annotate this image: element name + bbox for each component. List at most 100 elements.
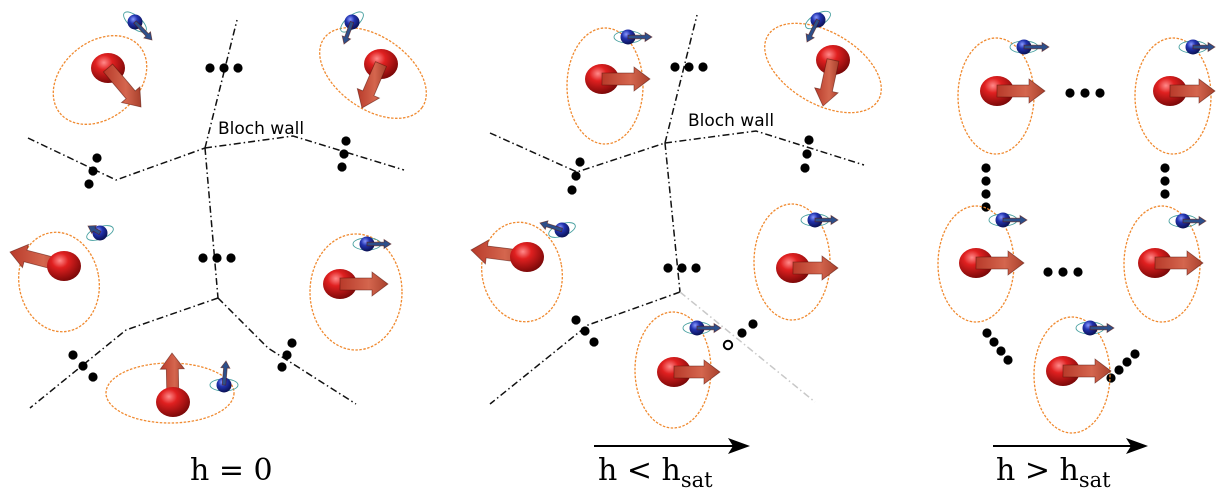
small-spin-arrow-icon bbox=[220, 360, 231, 386]
ellipsis-dot bbox=[1160, 176, 1170, 186]
precession-orbit-icon bbox=[566, 27, 644, 145]
ellipsis-dot bbox=[337, 162, 347, 172]
ellipsis-dot bbox=[580, 326, 590, 336]
bloch-wall bbox=[489, 291, 681, 405]
ellipsis-dot bbox=[589, 337, 599, 347]
spin-arrow-icon bbox=[792, 255, 839, 281]
ellipsis-dot bbox=[1122, 357, 1132, 367]
ellipsis-dot bbox=[1114, 365, 1124, 375]
precession-orbit-icon bbox=[1033, 316, 1111, 434]
ellipsis-dot bbox=[84, 179, 94, 189]
ellipsis-dot bbox=[981, 189, 991, 199]
precession-orbit-icon bbox=[319, 27, 427, 119]
ellipsis-dot bbox=[567, 185, 577, 195]
spin-domain bbox=[957, 37, 1050, 155]
spin-arrow-icon bbox=[1169, 78, 1216, 104]
spin-arrow-icon bbox=[1154, 250, 1204, 276]
ellipsis-dot bbox=[996, 346, 1006, 356]
ellipsis-dot bbox=[1160, 163, 1170, 173]
small-spin-arrow-icon bbox=[1002, 214, 1028, 226]
spin-domain bbox=[470, 220, 576, 323]
ellipsis-dot bbox=[1130, 349, 1140, 359]
precession-orbit-icon bbox=[309, 233, 403, 351]
bloch-wall-faded bbox=[679, 291, 816, 403]
ellipsis-dot bbox=[571, 315, 581, 325]
bloch-wall-label-panel-1: Bloch wall bbox=[218, 119, 304, 139]
ellipsis-dot bbox=[341, 136, 351, 146]
bloch-wall bbox=[204, 135, 405, 171]
field-label-panel-1: h = 0 bbox=[190, 453, 273, 488]
small-spin-arrow-icon bbox=[539, 220, 563, 233]
ellipsis-dot bbox=[802, 149, 812, 159]
ellipsis-dot bbox=[212, 253, 222, 263]
ellipsis-dot bbox=[677, 263, 687, 273]
spin-arrow-icon bbox=[1062, 358, 1112, 384]
ellipsis-dot bbox=[982, 328, 992, 338]
spin-domain bbox=[309, 233, 403, 351]
spin-arrow-icon bbox=[102, 63, 142, 108]
small-spin-arrow-icon bbox=[87, 225, 102, 236]
ellipsis-dot bbox=[684, 62, 694, 72]
ellipsis-dot bbox=[1095, 88, 1105, 98]
ellipsis-dot bbox=[92, 153, 102, 163]
spin-domains bbox=[9, 10, 1216, 434]
ellipsis-dot bbox=[1003, 355, 1013, 365]
small-spin-arrow-icon bbox=[366, 238, 392, 250]
ellipsis-dot bbox=[282, 350, 292, 360]
ellipsis-dot bbox=[737, 328, 747, 338]
spin-domain bbox=[52, 11, 153, 125]
bloch-wall bbox=[664, 130, 865, 166]
ellipsis-dot bbox=[205, 63, 215, 73]
ellipsis-dot bbox=[198, 253, 208, 263]
spin-arrow-icon bbox=[339, 271, 389, 297]
ellipsis-dot bbox=[1106, 373, 1116, 383]
spin-domain bbox=[319, 11, 427, 119]
ellipsis-dot bbox=[88, 372, 98, 382]
spin-domain bbox=[9, 225, 114, 333]
ellipsis-dot bbox=[219, 63, 229, 73]
bloch-wall bbox=[29, 297, 219, 409]
ellipsis-dot bbox=[981, 163, 991, 173]
spin-arrow-icon bbox=[996, 78, 1046, 104]
ellipsis-dot bbox=[78, 361, 88, 371]
small-spin-arrow-icon bbox=[1023, 41, 1050, 53]
bloch-walls bbox=[27, 14, 865, 409]
ellipsis-dot bbox=[88, 166, 98, 176]
large-spin-sphere-icon bbox=[510, 242, 544, 272]
ellipsis-dot bbox=[277, 362, 287, 372]
ellipsis-dot bbox=[800, 163, 810, 173]
ellipsis-dot bbox=[698, 62, 708, 72]
ellipsis-dot-hollow bbox=[722, 339, 734, 351]
bloch-wall bbox=[204, 147, 219, 299]
spin-domain bbox=[937, 205, 1028, 323]
spin-arrow-icon bbox=[673, 359, 721, 385]
large-spin-sphere-icon bbox=[47, 251, 81, 281]
spin-arrow-icon bbox=[975, 250, 1025, 276]
ellipsis-dot bbox=[575, 157, 585, 167]
ellipsis-dot bbox=[1043, 267, 1053, 277]
spin-domain bbox=[566, 27, 653, 145]
ellipsis-dot bbox=[1160, 189, 1170, 199]
bloch-wall bbox=[664, 142, 681, 293]
small-spin-arrow-icon bbox=[696, 322, 722, 334]
spin-domain bbox=[764, 10, 882, 114]
ellipsis-dot bbox=[1058, 267, 1068, 277]
small-spin-arrow-icon bbox=[814, 214, 839, 226]
ellipsis-dot bbox=[1080, 88, 1090, 98]
ellipsis-dot bbox=[226, 253, 236, 263]
ellipsis-dot bbox=[748, 319, 758, 329]
spin-domain bbox=[634, 311, 722, 429]
bloch-wall bbox=[489, 132, 666, 173]
ellipsis-dot bbox=[691, 263, 701, 273]
spin-arrow-icon bbox=[356, 61, 388, 109]
ellipsis-dot bbox=[989, 337, 999, 347]
bloch-wall bbox=[27, 137, 206, 181]
small-spin-arrow-icon bbox=[805, 18, 821, 43]
spin-arrow-icon bbox=[814, 58, 840, 107]
precession-orbit-icon bbox=[1134, 37, 1212, 155]
ellipsis-dot bbox=[981, 176, 991, 186]
ellipsis-dot bbox=[287, 338, 297, 348]
ellipsis-dot bbox=[804, 135, 814, 145]
bloch-wall-label-panel-2: Bloch wall bbox=[688, 111, 774, 131]
